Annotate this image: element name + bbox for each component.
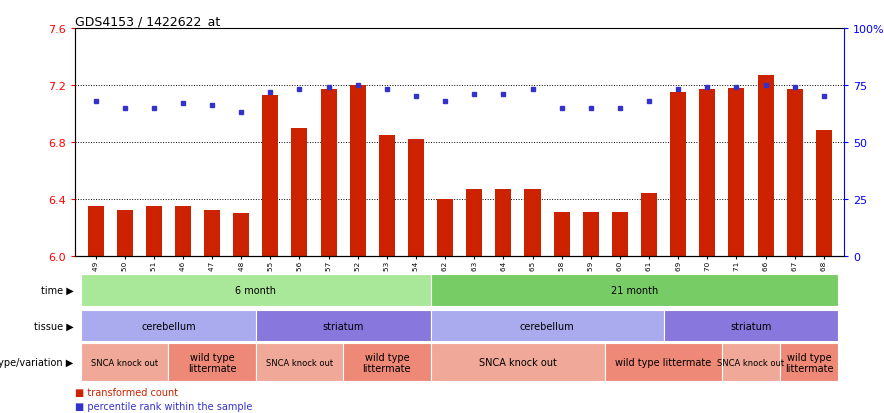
Bar bbox=[255, 310, 431, 342]
Bar bbox=[292, 128, 308, 256]
Text: tissue ▶: tissue ▶ bbox=[34, 321, 73, 331]
Bar bbox=[255, 343, 343, 382]
Bar bbox=[146, 206, 162, 256]
Text: wild type littermate: wild type littermate bbox=[615, 357, 712, 368]
Bar bbox=[670, 93, 686, 256]
Bar bbox=[641, 194, 657, 256]
Bar bbox=[583, 212, 598, 256]
Bar bbox=[175, 206, 191, 256]
Bar bbox=[495, 189, 511, 256]
Bar bbox=[379, 135, 395, 256]
Text: 6 month: 6 month bbox=[235, 285, 277, 295]
Text: wild type
littermate: wild type littermate bbox=[785, 352, 834, 373]
Text: wild type
littermate: wild type littermate bbox=[187, 352, 236, 373]
Bar bbox=[168, 343, 255, 382]
Bar bbox=[431, 310, 664, 342]
Bar bbox=[758, 76, 774, 256]
Bar bbox=[466, 189, 483, 256]
Text: genotype/variation ▶: genotype/variation ▶ bbox=[0, 357, 73, 368]
Bar bbox=[728, 88, 744, 256]
Text: wild type
littermate: wild type littermate bbox=[362, 352, 411, 373]
Bar bbox=[81, 310, 255, 342]
Bar bbox=[343, 343, 431, 382]
Bar bbox=[699, 90, 715, 256]
Bar bbox=[553, 212, 569, 256]
Text: ■ percentile rank within the sample: ■ percentile rank within the sample bbox=[75, 401, 253, 411]
Bar bbox=[787, 90, 803, 256]
Bar bbox=[431, 274, 838, 306]
Bar bbox=[431, 343, 606, 382]
Text: SNCA knock out: SNCA knock out bbox=[479, 357, 557, 368]
Bar bbox=[408, 140, 424, 256]
Bar bbox=[88, 206, 103, 256]
Text: SNCA knock out: SNCA knock out bbox=[266, 358, 333, 367]
Bar bbox=[664, 310, 838, 342]
Bar bbox=[437, 199, 453, 256]
Bar bbox=[816, 131, 832, 256]
Bar bbox=[81, 343, 168, 382]
Bar bbox=[350, 85, 366, 256]
Bar bbox=[263, 96, 278, 256]
Bar bbox=[606, 343, 722, 382]
Bar bbox=[117, 211, 133, 256]
Text: striatum: striatum bbox=[730, 321, 772, 331]
Text: GDS4153 / 1422622_at: GDS4153 / 1422622_at bbox=[75, 15, 220, 28]
Bar bbox=[321, 90, 337, 256]
Text: SNCA knock out: SNCA knock out bbox=[91, 358, 158, 367]
Bar bbox=[780, 343, 838, 382]
Text: cerebellum: cerebellum bbox=[520, 321, 575, 331]
Bar bbox=[612, 212, 628, 256]
Text: striatum: striatum bbox=[323, 321, 364, 331]
Bar bbox=[204, 211, 220, 256]
Bar bbox=[722, 343, 780, 382]
Bar bbox=[233, 214, 249, 256]
Text: time ▶: time ▶ bbox=[41, 285, 73, 295]
Bar bbox=[81, 274, 431, 306]
Text: 21 month: 21 month bbox=[611, 285, 658, 295]
Text: ■ transformed count: ■ transformed count bbox=[75, 387, 179, 397]
Text: SNCA knock out: SNCA knock out bbox=[718, 358, 785, 367]
Bar bbox=[524, 189, 540, 256]
Text: cerebellum: cerebellum bbox=[141, 321, 195, 331]
